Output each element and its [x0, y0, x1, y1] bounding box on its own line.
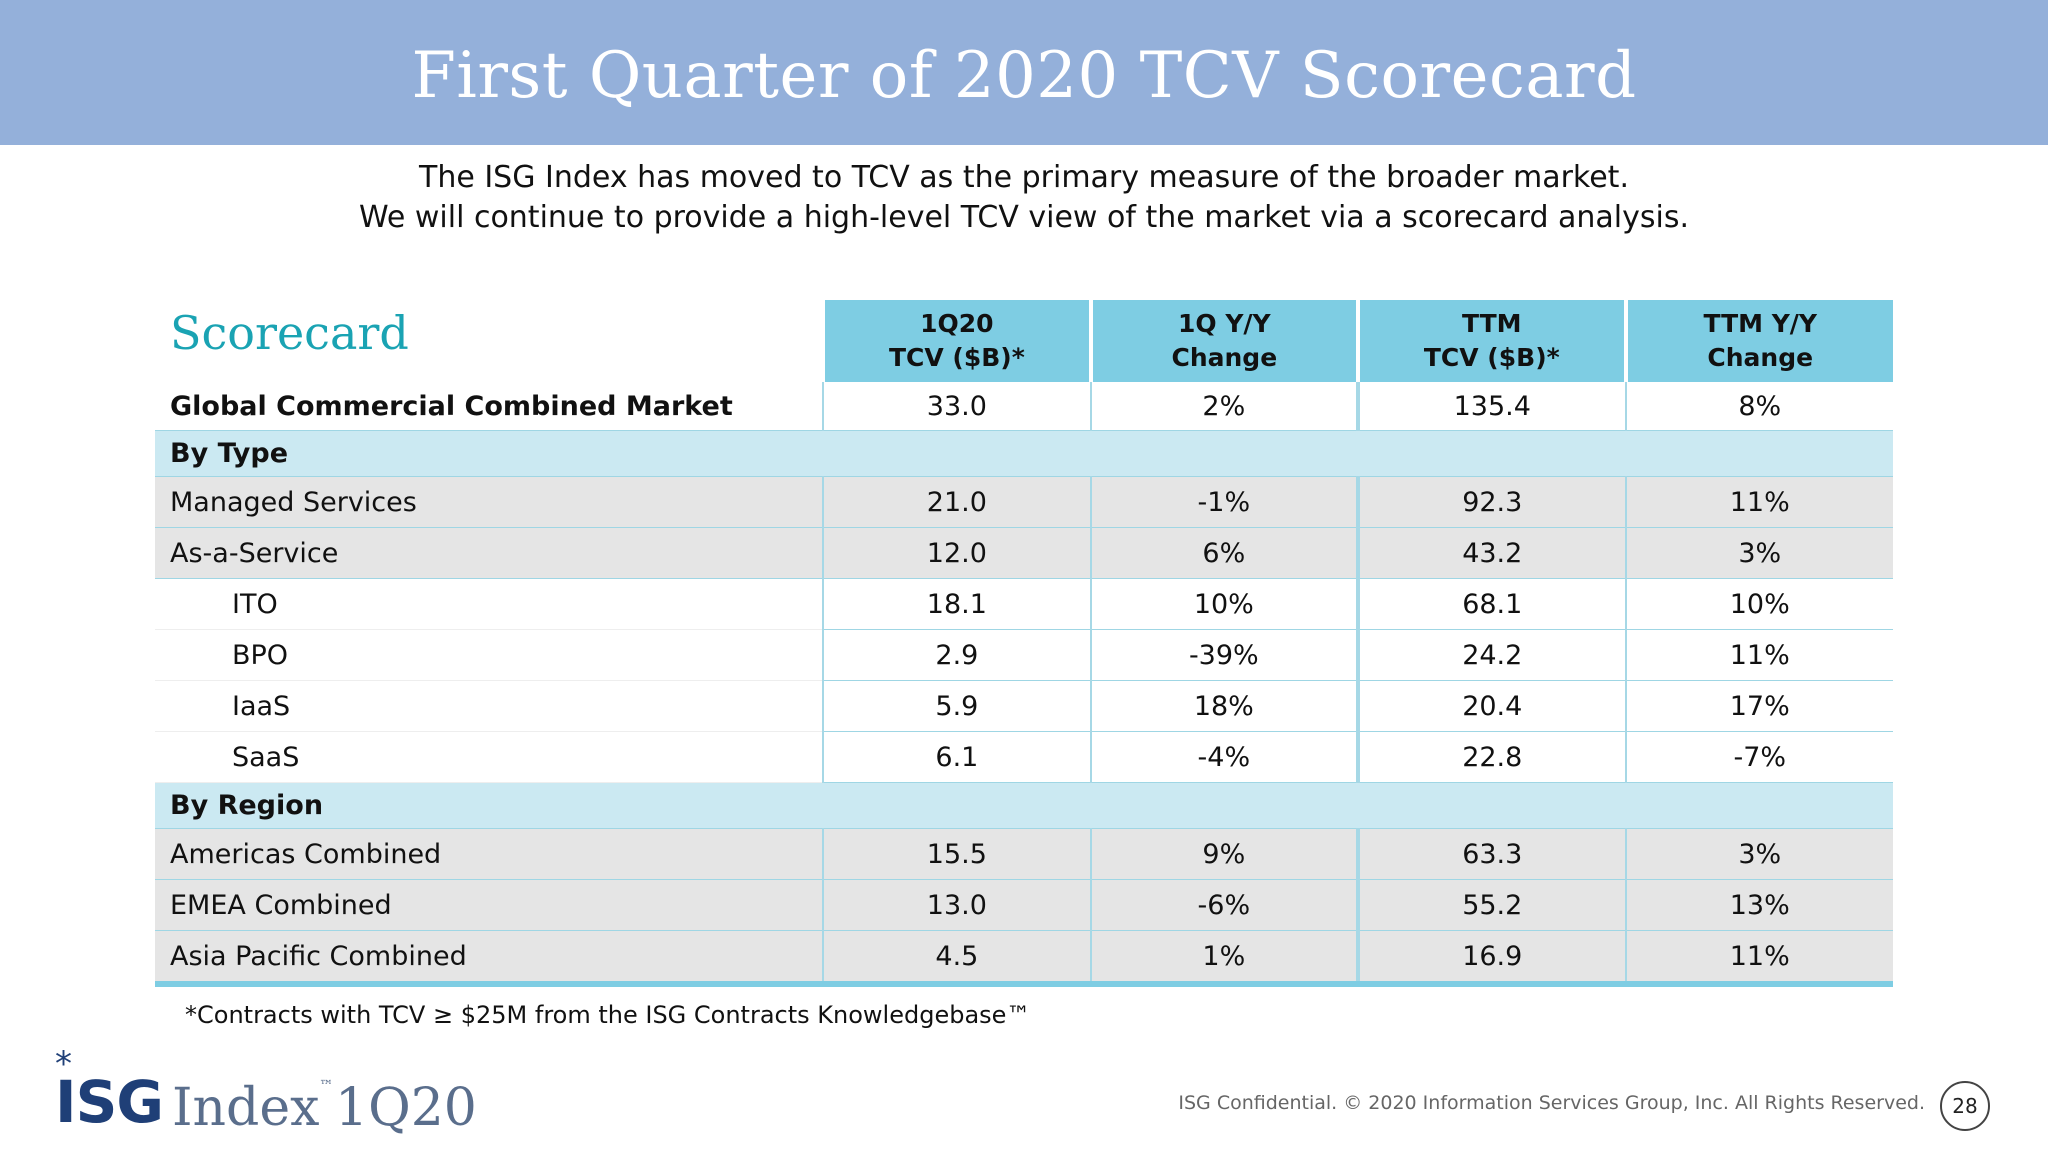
table-row: ITO 18.1 10% 68.1 10%: [155, 578, 1893, 630]
row-label: BPO: [155, 629, 824, 681]
column-header-ttm-yy-change: TTM Y/Y Change: [1623, 300, 1893, 382]
table-row: IaaS 5.9 18% 20.4 17%: [155, 680, 1893, 732]
column-header-line: 1Q20: [920, 309, 994, 338]
table-row: BPO 2.9 -39% 24.2 11%: [155, 629, 1893, 681]
cell-1q-yy-change: -1%: [1089, 476, 1359, 528]
cell-1q-yy-change: 6%: [1089, 527, 1359, 579]
cell-1q20-tcv: 6.1: [822, 731, 1091, 783]
page-number: 28: [1940, 1081, 1990, 1131]
cell-ttm-yy-change: 8%: [1624, 382, 1893, 431]
intro-text: The ISG Index has moved to TCV as the pr…: [0, 158, 2048, 238]
table-row: As-a-Service 12.0 6% 43.2 3%: [155, 527, 1893, 579]
cell-1q-yy-change: 10%: [1089, 578, 1359, 630]
cell-ttm-tcv: 63.3: [1356, 828, 1626, 880]
logo-period: 1Q20: [335, 1078, 477, 1138]
cell-ttm-yy-change: 11%: [1624, 629, 1893, 681]
cell-ttm-tcv: 55.2: [1356, 879, 1626, 931]
cell-ttm-tcv: 135.4: [1356, 382, 1626, 431]
table-row-global-total: Global Commercial Combined Market 33.0 2…: [155, 382, 1893, 431]
cell-1q-yy-change: 2%: [1089, 382, 1359, 431]
row-label: SaaS: [155, 731, 824, 783]
cell-1q-yy-change: 9%: [1089, 828, 1359, 880]
isg-index-logo: * ISG Index™ 1Q20: [55, 1044, 477, 1140]
cell-1q-yy-change: -39%: [1089, 629, 1359, 681]
column-header-1q20-tcv: 1Q20 TCV ($B)*: [821, 300, 1091, 382]
logo-star-icon: *: [55, 1044, 72, 1084]
column-header-line: TTM Y/Y: [1703, 309, 1818, 338]
table-row: SaaS 6.1 -4% 22.8 -7%: [155, 731, 1893, 783]
cell-1q-yy-change: 1%: [1089, 930, 1359, 987]
cell-1q20-tcv: 33.0: [822, 382, 1091, 431]
cell-ttm-yy-change: 11%: [1624, 930, 1893, 987]
cell-ttm-tcv: 24.2: [1356, 629, 1626, 681]
row-label: EMEA Combined: [155, 879, 824, 931]
cell-ttm-yy-change: 3%: [1624, 828, 1893, 880]
logo-brand: ISG: [55, 1068, 164, 1136]
scorecard-title: Scorecard: [170, 306, 409, 360]
column-header-line: Change: [1171, 343, 1278, 372]
cell-1q-yy-change: 18%: [1089, 680, 1359, 732]
column-header-line: TCV ($B)*: [1423, 343, 1560, 372]
section-header-by-type: By Type: [155, 430, 1893, 477]
section-label: By Region: [155, 782, 1893, 829]
column-header-line: TTM: [1461, 309, 1522, 338]
logo-trademark: ™: [319, 1078, 334, 1094]
table-row: Americas Combined 15.5 9% 63.3 3%: [155, 828, 1893, 880]
cell-ttm-yy-change: 13%: [1624, 879, 1893, 931]
intro-line-1: The ISG Index has moved to TCV as the pr…: [419, 160, 1629, 195]
cell-ttm-tcv: 16.9: [1356, 930, 1626, 987]
cell-1q-yy-change: -4%: [1089, 731, 1359, 783]
cell-ttm-tcv: 20.4: [1356, 680, 1626, 732]
row-label: Americas Combined: [155, 828, 824, 880]
cell-1q20-tcv: 18.1: [822, 578, 1091, 630]
cell-1q20-tcv: 4.5: [822, 930, 1091, 987]
row-label: ITO: [155, 578, 824, 630]
cell-1q-yy-change: -6%: [1089, 879, 1359, 931]
row-label: Managed Services: [155, 476, 824, 528]
table-row: Managed Services 21.0 -1% 92.3 11%: [155, 476, 1893, 528]
cell-ttm-tcv: 68.1: [1356, 578, 1626, 630]
cell-1q20-tcv: 15.5: [822, 828, 1091, 880]
row-label: As-a-Service: [155, 527, 824, 579]
cell-ttm-yy-change: 11%: [1624, 476, 1893, 528]
column-header-line: 1Q Y/Y: [1177, 309, 1271, 338]
column-header-line: TCV ($B)*: [888, 343, 1025, 372]
cell-1q20-tcv: 2.9: [822, 629, 1091, 681]
page-number-text: 28: [1952, 1094, 1978, 1118]
cell-1q20-tcv: 12.0: [822, 527, 1091, 579]
logo-product: Index™: [172, 1078, 333, 1138]
logo-product-text: Index: [172, 1078, 320, 1138]
cell-ttm-tcv: 92.3: [1356, 476, 1626, 528]
cell-1q20-tcv: 13.0: [822, 879, 1091, 931]
row-label: IaaS: [155, 680, 824, 732]
intro-line-2: We will continue to provide a high-level…: [358, 200, 1690, 235]
confidential-notice: ISG Confidential. © 2020 Information Ser…: [1178, 1092, 1925, 1114]
cell-ttm-tcv: 43.2: [1356, 527, 1626, 579]
title-banner: First Quarter of 2020 TCV Scorecard: [0, 0, 2048, 145]
column-header-ttm-tcv: TTM TCV ($B)*: [1356, 300, 1626, 382]
column-header-1q-yy-change: 1Q Y/Y Change: [1088, 300, 1359, 382]
table-row: EMEA Combined 13.0 -6% 55.2 13%: [155, 879, 1893, 931]
cell-ttm-yy-change: 10%: [1624, 578, 1893, 630]
table-row: Asia Pacific Combined 4.5 1% 16.9 11%: [155, 930, 1893, 987]
section-label: By Type: [155, 430, 1893, 477]
page-title: First Quarter of 2020 TCV Scorecard: [411, 38, 1637, 113]
footnote: *Contracts with TCV ≥ $25M from the ISG …: [185, 1001, 1031, 1029]
row-label: Asia Pacific Combined: [155, 930, 824, 987]
cell-1q20-tcv: 5.9: [822, 680, 1091, 732]
cell-1q20-tcv: 21.0: [822, 476, 1091, 528]
column-header-line: Change: [1707, 343, 1814, 372]
cell-ttm-yy-change: 17%: [1624, 680, 1893, 732]
table-header-row: 1Q20 TCV ($B)* 1Q Y/Y Change TTM TCV ($B…: [155, 300, 1893, 382]
scorecard-table: 1Q20 TCV ($B)* 1Q Y/Y Change TTM TCV ($B…: [155, 300, 1893, 987]
cell-ttm-tcv: 22.8: [1356, 731, 1626, 783]
cell-ttm-yy-change: -7%: [1624, 731, 1893, 783]
row-label: Global Commercial Combined Market: [155, 382, 824, 431]
cell-ttm-yy-change: 3%: [1624, 527, 1893, 579]
section-header-by-region: By Region: [155, 782, 1893, 829]
